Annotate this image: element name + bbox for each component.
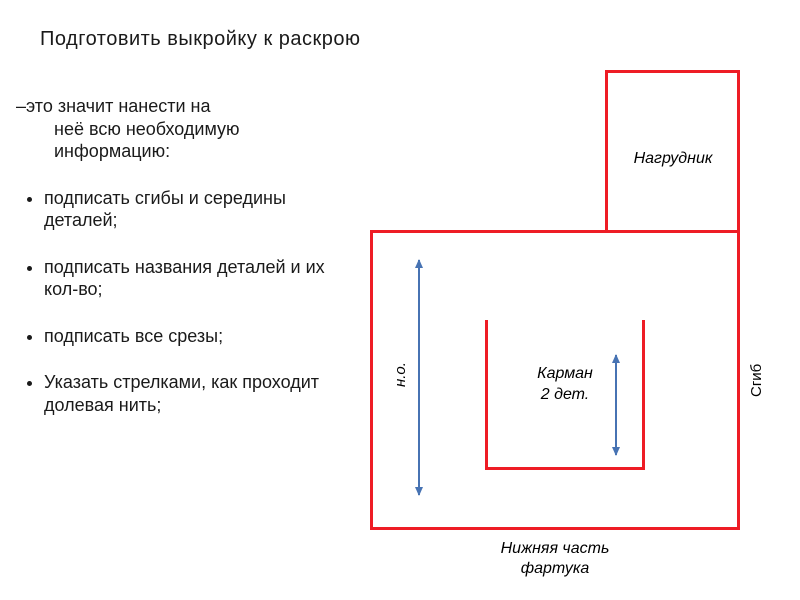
bullet-item: подписать сгибы и середины деталей; xyxy=(44,187,332,232)
intro-line3: информацию: xyxy=(22,140,332,163)
intro-line2: неё всю необходимую xyxy=(22,118,332,141)
bullet-list: подписать сгибы и середины деталей; подп… xyxy=(22,187,332,417)
intro-text: –это значит нанести на неё всю необходим… xyxy=(22,95,332,163)
label-pocket-l1: Карман xyxy=(490,365,640,383)
text-column: –это значит нанести на неё всю необходим… xyxy=(22,95,332,440)
page-title: Подготовить выкройку к раскрою xyxy=(40,28,361,51)
pattern-diagram: Нагрудник Карман 2 дет. Нижняя часть фар… xyxy=(350,70,785,570)
label-bib: Нагрудник xyxy=(608,150,738,168)
arrow-grainline xyxy=(418,260,420,495)
label-skirt-l2: фартука xyxy=(410,560,700,578)
bullet-item: подписать названия деталей и их кол-во; xyxy=(44,256,332,301)
bullet-item: Указать стрелками, как проходит долевая … xyxy=(44,371,332,416)
bullet-item: подписать все срезы; xyxy=(44,325,332,348)
label-grainline: н.о. xyxy=(392,335,409,415)
intro-line1: –это значит нанести на xyxy=(16,96,211,116)
label-pocket-l2: 2 дет. xyxy=(490,386,640,404)
label-skirt-l1: Нижняя часть xyxy=(410,540,700,558)
label-fold: Сгиб xyxy=(748,340,765,420)
